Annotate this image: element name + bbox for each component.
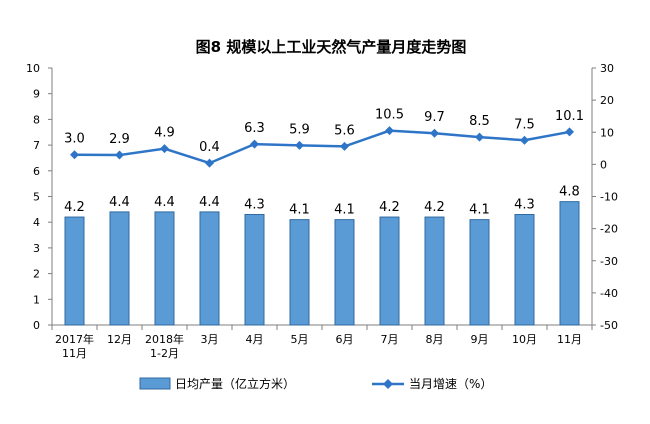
left-axis-tick-label: 3 (33, 242, 40, 255)
legend-bar-swatch (139, 377, 171, 390)
left-axis-tick-label: 0 (33, 319, 40, 332)
x-axis-tick-label: 9月 (471, 333, 489, 346)
x-axis-tick-label: 1-2月 (150, 347, 179, 360)
right-axis-tick-label: -50 (600, 319, 618, 332)
line-data-label: 4.9 (154, 126, 175, 141)
growth-line-path (74, 129, 570, 165)
line-data-label: 10.5 (375, 108, 404, 123)
bar (64, 216, 85, 326)
bar (334, 219, 355, 326)
x-axis-tick-label: 11月 (62, 347, 87, 360)
left-axis-tick-label: 5 (33, 191, 40, 204)
bar (289, 219, 310, 326)
bar-data-label: 4.2 (379, 200, 400, 215)
line-data-label: 5.9 (289, 122, 310, 137)
bar (469, 219, 490, 326)
line-data-label: 5.6 (334, 123, 355, 138)
line-data-label: 9.7 (424, 110, 445, 125)
bar (559, 201, 580, 326)
bar (244, 213, 265, 326)
line-data-label: 2.9 (109, 132, 130, 147)
x-axis-tick-label: 6月 (336, 333, 354, 346)
right-axis-tick-label: 0 (600, 158, 607, 171)
line-point (430, 128, 439, 138)
line-point (160, 144, 169, 154)
line-point (520, 135, 529, 145)
x-axis-tick-label: 7月 (381, 333, 399, 346)
left-axis-tick-label: 2 (33, 268, 40, 281)
right-axis-tick-label: 20 (600, 94, 614, 107)
left-axis-tick-label: 4 (33, 216, 40, 229)
line-point (565, 127, 574, 137)
legend: 日均产量（亿立方米） 当月增速（%） (139, 376, 492, 391)
growth-line: 3.0 2.9 4.9 0.4 6.3 5.9 5.6 10.5 9.7 8.5 7.5 10.1 (64, 108, 584, 168)
bar-data-label: 4.1 (334, 203, 355, 218)
bar-data-label: 4.3 (244, 197, 265, 212)
left-axis-tick-label: 6 (33, 165, 40, 178)
right-axis-tick-label: 10 (600, 126, 614, 139)
left-axis-tick-label: 1 (33, 293, 40, 306)
bar-data-label: 4.2 (424, 200, 445, 215)
bar-data-label: 4.4 (109, 195, 130, 210)
line-point (295, 140, 304, 150)
right-axis-tick-label: 30 (600, 62, 614, 75)
line-data-label: 6.3 (244, 121, 265, 136)
line-data-label: 10.1 (555, 109, 584, 124)
bar-data-label: 4.2 (64, 200, 85, 215)
bar-data-label: 4.1 (289, 203, 310, 218)
x-axis-tick-label: 12月 (107, 333, 132, 346)
legend-line-label: 当月增速（%） (409, 377, 492, 391)
line-point (115, 150, 124, 160)
x-axis-tick-label: 2017年 (55, 332, 94, 346)
x-axis-tick-label: 3月 (201, 333, 219, 346)
right-axis-tick-label: -10 (600, 191, 618, 204)
bar (199, 211, 220, 326)
legend-line-marker (383, 379, 393, 389)
x-axis-tick-label: 8月 (426, 333, 444, 346)
line-data-label: 7.5 (514, 117, 535, 132)
x-axis-tick-label: 10月 (512, 333, 537, 346)
right-axis-tick-label: -40 (600, 287, 618, 300)
chart-title: 图8 规模以上工业天然气产量月度走势图 (196, 38, 467, 56)
line-point (475, 132, 484, 142)
bar-data-label: 4.4 (154, 195, 175, 210)
line-point (70, 150, 79, 160)
bar (379, 216, 400, 326)
x-axis-tick-label: 11月 (557, 333, 582, 346)
line-point (385, 126, 394, 136)
bar-data-label: 4.8 (559, 185, 580, 200)
line-data-label: 3.0 (64, 132, 85, 147)
right-axis-tick-label: -20 (600, 223, 618, 236)
bar (109, 211, 130, 326)
x-axis-tick-label: 4月 (246, 333, 264, 346)
axes: 012345678910-50-40-30-20-1001020302017年1… (26, 62, 618, 360)
bars: 4.2 4.4 4.4 4.4 4.3 4.1 4.1 4.2 4.2 4.1 4.3 4.8 (64, 185, 580, 326)
line-data-label: 0.4 (199, 140, 220, 155)
legend-bar-label: 日均产量（亿立方米） (175, 376, 295, 391)
bar-data-label: 4.1 (469, 203, 490, 218)
bar (514, 213, 535, 326)
bar-data-label: 4.4 (199, 195, 220, 210)
line-data-label: 8.5 (469, 114, 490, 129)
line-point (340, 141, 349, 151)
bar (424, 216, 445, 326)
left-axis-tick-label: 10 (26, 62, 40, 75)
line-point (250, 139, 259, 149)
x-axis-tick-label: 2018年 (145, 332, 184, 346)
left-axis-tick-label: 7 (33, 139, 40, 152)
x-axis-tick-label: 5月 (291, 333, 309, 346)
bar-data-label: 4.3 (514, 197, 535, 212)
line-point (205, 158, 214, 168)
left-axis-tick-label: 9 (33, 88, 40, 101)
right-axis-tick-label: -30 (600, 255, 618, 268)
bar (154, 211, 175, 326)
left-axis-tick-label: 8 (33, 113, 40, 126)
